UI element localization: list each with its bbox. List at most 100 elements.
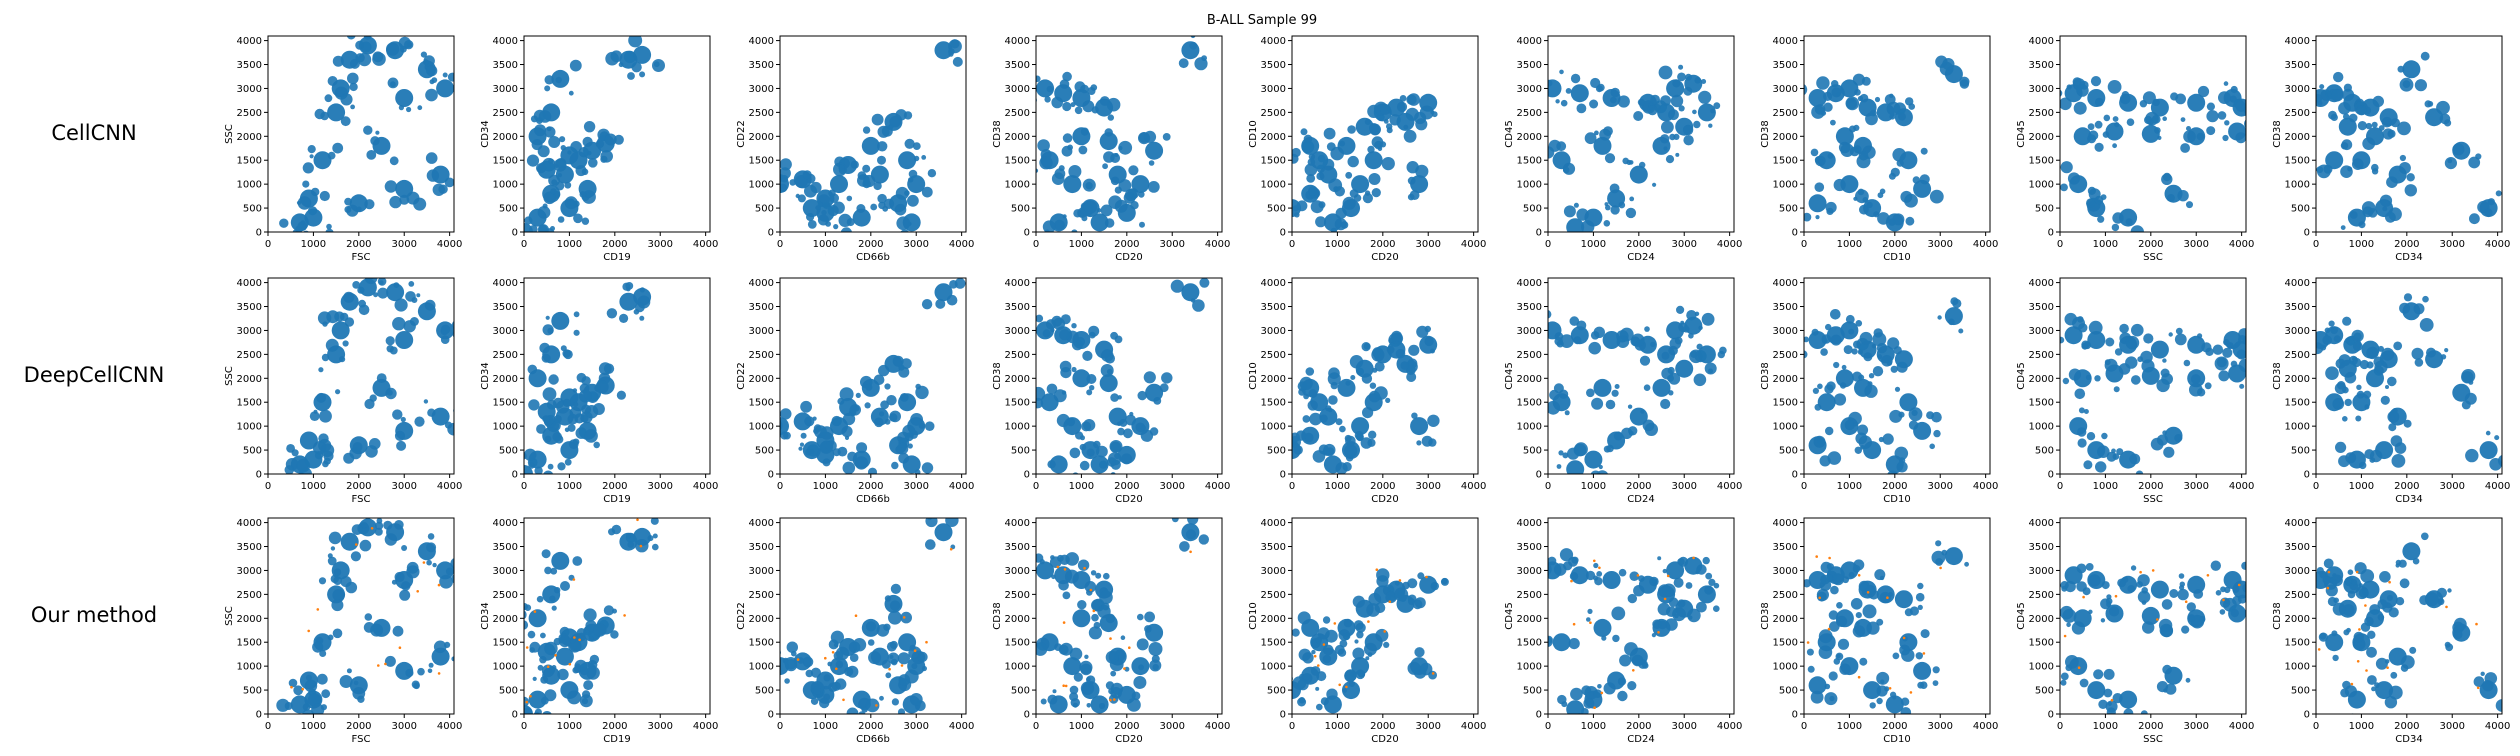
scatter-dot xyxy=(1685,582,1693,589)
selected-cell-dot xyxy=(2350,682,2354,686)
scatter-dot xyxy=(406,561,419,574)
scatter-dot xyxy=(423,399,429,404)
y-tick-label: 3500 xyxy=(237,60,262,71)
scatter-dot xyxy=(1859,657,1868,666)
y-tick-label: 1500 xyxy=(2029,638,2054,649)
y-tick-label: 1000 xyxy=(749,422,774,433)
selected-cell-dot xyxy=(1598,566,1601,570)
scatter-dot xyxy=(1328,395,1338,405)
scatter-dot xyxy=(804,416,815,427)
y-tick-label: 3500 xyxy=(749,542,774,553)
scatter-dot xyxy=(1912,176,1921,184)
scatter-dot xyxy=(1610,205,1620,215)
scatter-dot xyxy=(2218,91,2231,104)
scatter-dot xyxy=(2342,416,2348,422)
y-axis-label: CD38 xyxy=(1760,602,1771,629)
scatter-dot xyxy=(593,441,600,449)
scatter-dot xyxy=(2116,448,2124,456)
scatter-dot xyxy=(1101,349,1114,362)
y-tick-label: 4000 xyxy=(2285,36,2310,47)
scatter-dot xyxy=(1821,334,1832,344)
scatter-dot xyxy=(1368,430,1377,439)
scatter-dot xyxy=(428,662,434,668)
scatter-dot xyxy=(1078,145,1088,155)
x-tick-label: 3000 xyxy=(1416,481,1441,492)
scatter-dot xyxy=(1558,389,1569,399)
scatter-dot xyxy=(1071,229,1078,232)
y-tick-label: 1000 xyxy=(2029,422,2054,433)
scatter-dot xyxy=(2390,671,2398,679)
scatter-dot xyxy=(1062,71,1072,82)
scatter-dot xyxy=(2379,571,2391,583)
x-tick-label: 2000 xyxy=(602,239,627,250)
scatter-dot xyxy=(424,299,436,311)
scatter-dot xyxy=(1677,72,1686,82)
scatter-dot xyxy=(332,588,345,602)
scatter-dot xyxy=(1589,99,1599,109)
data-point xyxy=(619,50,638,69)
scatter-dot xyxy=(633,309,640,315)
scatter-dot xyxy=(2364,404,2370,410)
scatter-dot xyxy=(2071,621,2085,635)
scatter-dot xyxy=(528,399,540,411)
axes-frame xyxy=(1035,35,1223,233)
selected-cell-dot xyxy=(1939,566,1942,570)
scatter-dot xyxy=(2366,646,2377,658)
scatter-dot xyxy=(1900,190,1913,203)
scatter-dot xyxy=(2359,359,2369,370)
scatter-dot xyxy=(1124,188,1138,202)
scatter-dot xyxy=(800,400,812,413)
scatter-dot xyxy=(881,659,891,669)
scatter-dot xyxy=(1347,155,1359,168)
x-tick-label: 4000 xyxy=(437,481,462,492)
data-point xyxy=(2366,369,2384,388)
scatter-dot xyxy=(536,163,547,174)
scatter-dot xyxy=(1091,613,1099,622)
scatter-dot xyxy=(372,51,384,63)
scatter-dot xyxy=(335,389,341,395)
scatter-dot xyxy=(2356,390,2365,399)
scatter-dot xyxy=(550,188,557,195)
y-tick-label: 1500 xyxy=(2029,398,2054,409)
scatter-dot xyxy=(2068,368,2081,381)
scatter-dot xyxy=(2340,142,2349,150)
scatter-dot xyxy=(2422,295,2429,303)
y-tick-label: 1500 xyxy=(2029,156,2054,167)
scatter-dot xyxy=(2444,348,2449,353)
selected-cell-dot xyxy=(529,695,532,698)
scatter-dot xyxy=(1593,562,1599,569)
scatter-dot xyxy=(318,577,327,585)
data-point xyxy=(299,431,318,450)
y-tick-label: 3500 xyxy=(2285,542,2310,553)
selected-cell-dot xyxy=(1064,684,1068,688)
data-point xyxy=(1072,609,1091,628)
scatter-dot xyxy=(892,355,904,367)
scatter-dot xyxy=(1839,382,1847,389)
scatter-dot xyxy=(1364,118,1371,125)
scatter-dot xyxy=(1106,368,1113,375)
scatter-dot xyxy=(1858,435,1873,449)
y-tick-label: 1500 xyxy=(1005,156,1030,167)
selected-cell-dot xyxy=(831,651,835,654)
scatter-dot xyxy=(2186,602,2196,612)
scatter-dot xyxy=(2230,85,2238,94)
scatter-dot xyxy=(1900,697,1910,706)
scatter-dot xyxy=(2094,120,2103,129)
scatter-dot xyxy=(560,345,567,352)
x-tick-label: 0 xyxy=(1801,721,1807,732)
data-point xyxy=(1835,369,1854,388)
scatter-dot xyxy=(2318,632,2328,642)
scatter-dot xyxy=(569,637,576,644)
scatter-dot xyxy=(2097,445,2110,459)
y-axis-label: CD34 xyxy=(480,120,491,147)
scatter-dot xyxy=(2144,115,2153,125)
y-tick-label: 0 xyxy=(1536,470,1542,481)
scatter-dot xyxy=(1694,77,1701,84)
x-tick-label: 4000 xyxy=(1717,239,1742,250)
scatter-dot xyxy=(1396,101,1408,112)
scatter-dot xyxy=(1170,279,1184,293)
scatter-dot xyxy=(297,196,312,210)
data-point xyxy=(1552,633,1571,652)
scatter-dot xyxy=(581,168,589,176)
scatter-dot xyxy=(835,660,844,669)
